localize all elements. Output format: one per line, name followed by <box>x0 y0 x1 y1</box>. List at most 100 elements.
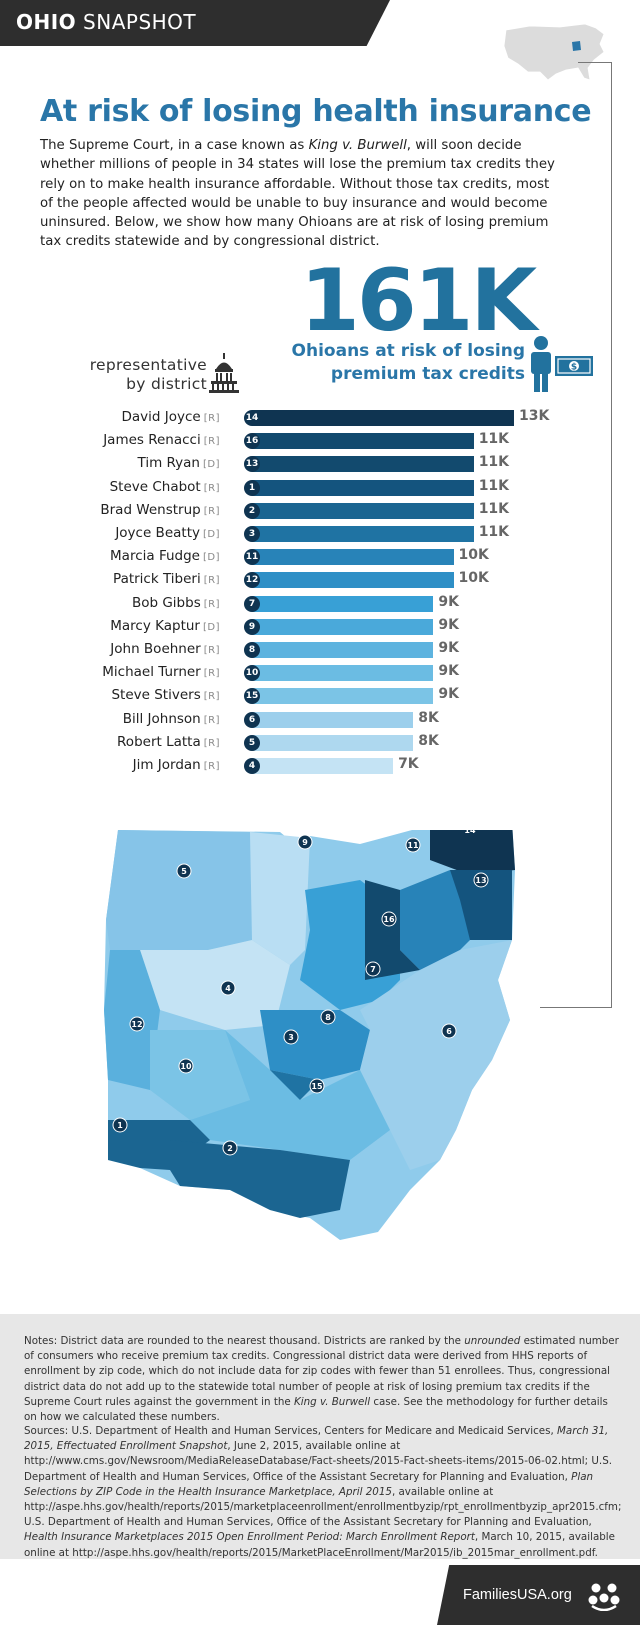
header-section: SNAPSHOT <box>83 10 197 34</box>
district-badge: 14 <box>244 410 260 426</box>
bar-value-label: 7K <box>398 756 419 772</box>
notes-paragraph: Notes: District data are rounded to the … <box>24 1334 622 1425</box>
notes-text-1: Notes: District data are rounded to the … <box>24 1335 465 1347</box>
rep-party: [R] <box>203 505 220 517</box>
district-badge: 15 <box>244 688 260 705</box>
rep-party: [D] <box>202 621 220 633</box>
sources-em-1: March 31, 2015, Effectuated Enrollment S… <box>24 1425 609 1453</box>
map-district-label: 16 <box>383 915 395 924</box>
district-13-shape <box>450 870 512 940</box>
bar-row: Marcia Fudge [D] 11 10K <box>0 546 640 568</box>
bar-value-label: 9K <box>438 593 459 610</box>
bar <box>252 572 454 589</box>
rep-label-line-1: representative <box>89 356 207 374</box>
rep-party: [R] <box>203 691 220 703</box>
map-district-badge <box>297 834 313 850</box>
rep-party: [R] <box>203 575 220 587</box>
map-district-label: 4 <box>225 984 231 993</box>
district-badge: 11 <box>244 549 260 566</box>
map-district-label: 14 <box>464 830 476 835</box>
intro-case-name: King v. Burwell <box>308 138 407 153</box>
footer-logo-text[interactable]: FamiliesUSA.org <box>463 1587 572 1603</box>
district-badge: 5 <box>244 734 260 751</box>
sources-paragraph: Sources: U.S. Department of Health and H… <box>24 1424 622 1561</box>
map-district-label: 2 <box>227 1144 233 1153</box>
bar-value-label: 9K <box>438 686 459 703</box>
families-usa-logo-icon <box>588 1583 620 1611</box>
map-district-label: 1 <box>117 1121 123 1130</box>
frame-line-right <box>611 62 612 1008</box>
map-district-label: 11 <box>407 841 419 850</box>
map-district-badge <box>129 1016 145 1032</box>
district-15-shape <box>190 1030 390 1160</box>
rep-label-line-2: by district <box>126 375 207 393</box>
headline-stat-value: 161K <box>300 251 537 351</box>
rep-name: Bill Johnson <box>122 710 201 727</box>
rep-name-label: Bob Gibbs [R] <box>132 595 220 611</box>
bar <box>252 433 474 450</box>
rep-name-label: Patrick Tiberi [R] <box>113 571 220 587</box>
ohio-highlight-icon <box>572 41 581 51</box>
notes-text-3: case. See the methodology for further de… <box>24 1395 608 1424</box>
bar-value-label: 11K <box>478 524 510 540</box>
map-district-badge <box>176 863 192 879</box>
header-brand: OHIO <box>16 10 77 34</box>
bar-value-label: 11K <box>478 431 510 448</box>
rep-name: Joyce Beatty <box>115 525 200 541</box>
rep-party: [D] <box>202 529 220 540</box>
sources-em-3: Health Insurance Marketplaces 2015 Open … <box>24 1531 475 1544</box>
map-district-label: 10 <box>180 1062 192 1071</box>
map-district-label: 13 <box>475 876 486 885</box>
district-badge: 4 <box>244 758 260 774</box>
district-badge: 9 <box>244 618 260 635</box>
district-badge: 10 <box>244 665 260 682</box>
bar-row: Marcy Kaptur [D] 9 9K <box>0 616 640 638</box>
rep-party: [D] <box>202 552 220 564</box>
rep-name-label: Bill Johnson [R] <box>123 711 220 727</box>
dollar-bill-icon: $ <box>555 356 593 376</box>
svg-text:$: $ <box>571 363 577 373</box>
rep-party: [D] <box>202 459 220 471</box>
district-16-shape <box>365 880 420 980</box>
rep-name: James Renacci <box>103 432 201 449</box>
district-4-shape <box>140 940 290 1030</box>
bar-row: David Joyce [R] 14 13K <box>0 407 640 429</box>
frame-line-bottom <box>540 1007 612 1008</box>
bar-row: Bob Gibbs [R] 7 9K <box>0 593 640 615</box>
bar <box>252 526 474 542</box>
district-10-shape <box>150 1030 250 1120</box>
map-district-label: 9 <box>302 838 308 847</box>
sources-text-2: , June 2, 2015, available online at http… <box>24 1440 613 1483</box>
rep-party: [R] <box>203 761 220 772</box>
rep-name: Tim Ryan <box>137 455 200 472</box>
bar <box>252 758 394 774</box>
bar-value-label: 9K <box>438 663 459 680</box>
page-title: At risk of losing health insurance <box>40 94 592 129</box>
capitol-icon <box>209 353 239 393</box>
bar-row: James Renacci [R] 16 11K <box>0 430 640 452</box>
rep-name-label: Michael Turner [R] <box>102 664 220 680</box>
map-district-badge <box>283 1029 299 1045</box>
bar-value-label: 11K <box>478 454 510 471</box>
rep-name: John Boehner <box>110 641 201 657</box>
bar-row: Steve Stivers [R] 15 9K <box>0 685 640 707</box>
rep-name-label: David Joyce [R] <box>122 409 221 425</box>
person-icon <box>531 336 551 392</box>
bar-row: Bill Johnson [R] 6 8K <box>0 709 640 731</box>
map-district-label: 6 <box>446 1027 452 1036</box>
bar <box>252 595 434 612</box>
bar-row: Jim Jordan [R] 4 7K <box>0 755 640 777</box>
map-district-label: 12 <box>131 1020 142 1029</box>
bar <box>252 549 454 566</box>
bar-value-label: 9K <box>438 616 459 633</box>
rep-name-label: Steve Stivers [R] <box>111 687 220 703</box>
map-district-badge <box>220 980 236 996</box>
map-district-badge <box>309 1078 325 1094</box>
notes-case-name: King v. Burwell <box>294 1395 371 1408</box>
bar <box>252 618 434 635</box>
rep-name-label: Tim Ryan [D] <box>138 455 221 471</box>
rep-label: representative by district <box>82 356 207 394</box>
sources-text-3: , available online at http://aspe.hhs.go… <box>24 1485 622 1529</box>
bar-row: Joyce Beatty [D] 3 11K <box>0 523 640 545</box>
